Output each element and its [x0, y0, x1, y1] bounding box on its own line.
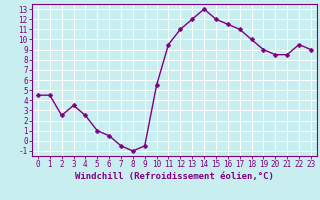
X-axis label: Windchill (Refroidissement éolien,°C): Windchill (Refroidissement éolien,°C): [75, 172, 274, 181]
